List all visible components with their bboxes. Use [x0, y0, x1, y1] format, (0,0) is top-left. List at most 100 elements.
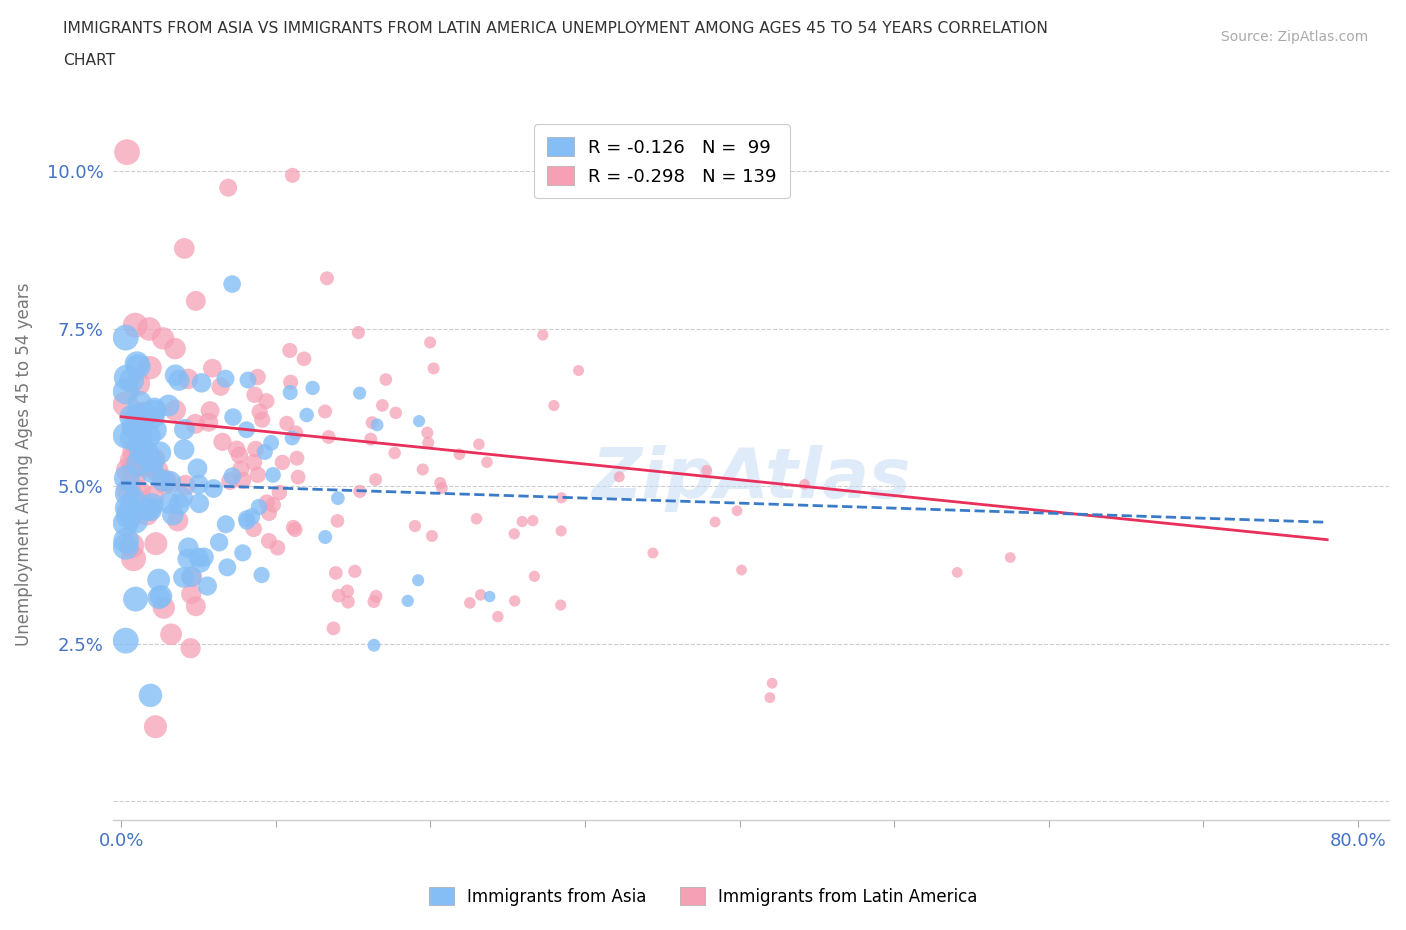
- Point: [326, 491, 349, 506]
- Point: [478, 589, 501, 604]
- Point: [177, 540, 200, 555]
- Point: [138, 458, 160, 472]
- Point: [128, 395, 150, 410]
- Point: [118, 463, 141, 478]
- Point: [141, 490, 163, 505]
- Point: [138, 429, 160, 444]
- Point: [167, 373, 190, 388]
- Point: [215, 517, 238, 532]
- Point: [429, 475, 451, 490]
- Point: [127, 359, 149, 374]
- Point: [363, 594, 385, 609]
- Point: [384, 405, 406, 420]
- Point: [503, 593, 526, 608]
- Point: [222, 409, 245, 424]
- Point: [184, 599, 207, 614]
- Point: [174, 478, 197, 493]
- Point: [186, 461, 208, 476]
- Point: [292, 352, 315, 366]
- Point: [118, 483, 141, 498]
- Point: [278, 343, 301, 358]
- Point: [197, 578, 219, 593]
- Point: [531, 327, 554, 342]
- Point: [129, 434, 152, 449]
- Point: [128, 418, 150, 433]
- Point: [129, 426, 152, 441]
- Point: [360, 432, 382, 446]
- Point: [166, 513, 188, 528]
- Point: [184, 294, 207, 309]
- Point: [146, 463, 169, 478]
- Text: IMMIGRANTS FROM ASIA VS IMMIGRANTS FROM LATIN AMERICA UNEMPLOYMENT AMONG AGES 45: IMMIGRANTS FROM ASIA VS IMMIGRANTS FROM …: [63, 21, 1047, 36]
- Point: [550, 490, 572, 505]
- Text: CHART: CHART: [63, 53, 115, 68]
- Point: [180, 641, 202, 656]
- Point: [121, 410, 143, 425]
- Point: [374, 372, 396, 387]
- Point: [139, 688, 162, 703]
- Point: [364, 472, 387, 487]
- Point: [114, 330, 136, 345]
- Point: [1000, 551, 1022, 565]
- Point: [214, 371, 236, 386]
- Point: [252, 412, 274, 427]
- Point: [236, 373, 259, 388]
- Point: [167, 497, 190, 512]
- Point: [322, 621, 344, 636]
- Point: [250, 567, 273, 582]
- Point: [221, 276, 243, 291]
- Point: [121, 373, 143, 388]
- Point: [145, 537, 167, 551]
- Point: [165, 367, 187, 382]
- Point: [420, 528, 443, 543]
- Point: [486, 609, 509, 624]
- Point: [257, 506, 280, 521]
- Point: [160, 627, 183, 642]
- Point: [135, 408, 157, 423]
- Point: [180, 587, 202, 602]
- Point: [396, 593, 419, 608]
- Point: [283, 520, 305, 535]
- Point: [114, 633, 136, 648]
- Point: [328, 588, 350, 603]
- Point: [245, 442, 267, 457]
- Point: [114, 539, 136, 554]
- Point: [150, 589, 173, 604]
- Point: [228, 447, 250, 462]
- Legend: Immigrants from Asia, Immigrants from Latin America: Immigrants from Asia, Immigrants from La…: [422, 881, 984, 912]
- Point: [124, 444, 146, 458]
- Point: [180, 569, 202, 584]
- Point: [193, 550, 215, 565]
- Y-axis label: Unemployment Among Ages 45 to 54 years: Unemployment Among Ages 45 to 54 years: [15, 283, 32, 645]
- Point: [122, 419, 145, 434]
- Point: [173, 241, 195, 256]
- Point: [295, 407, 318, 422]
- Point: [568, 363, 591, 378]
- Point: [366, 418, 388, 432]
- Point: [607, 470, 630, 485]
- Point: [343, 564, 366, 578]
- Point: [523, 569, 546, 584]
- Point: [422, 361, 444, 376]
- Point: [136, 501, 159, 516]
- Point: [145, 719, 167, 734]
- Point: [946, 565, 969, 579]
- Point: [153, 600, 176, 615]
- Point: [124, 591, 146, 606]
- Point: [430, 481, 453, 496]
- Point: [197, 415, 219, 430]
- Point: [349, 386, 371, 401]
- Point: [165, 403, 187, 418]
- Point: [262, 468, 284, 483]
- Point: [249, 405, 271, 419]
- Point: [266, 540, 288, 555]
- Point: [138, 322, 160, 337]
- Point: [139, 360, 162, 375]
- Point: [190, 555, 212, 570]
- Point: [124, 458, 146, 473]
- Point: [458, 595, 481, 610]
- Point: [221, 469, 243, 484]
- Point: [281, 431, 304, 445]
- Point: [314, 529, 336, 544]
- Point: [406, 573, 429, 588]
